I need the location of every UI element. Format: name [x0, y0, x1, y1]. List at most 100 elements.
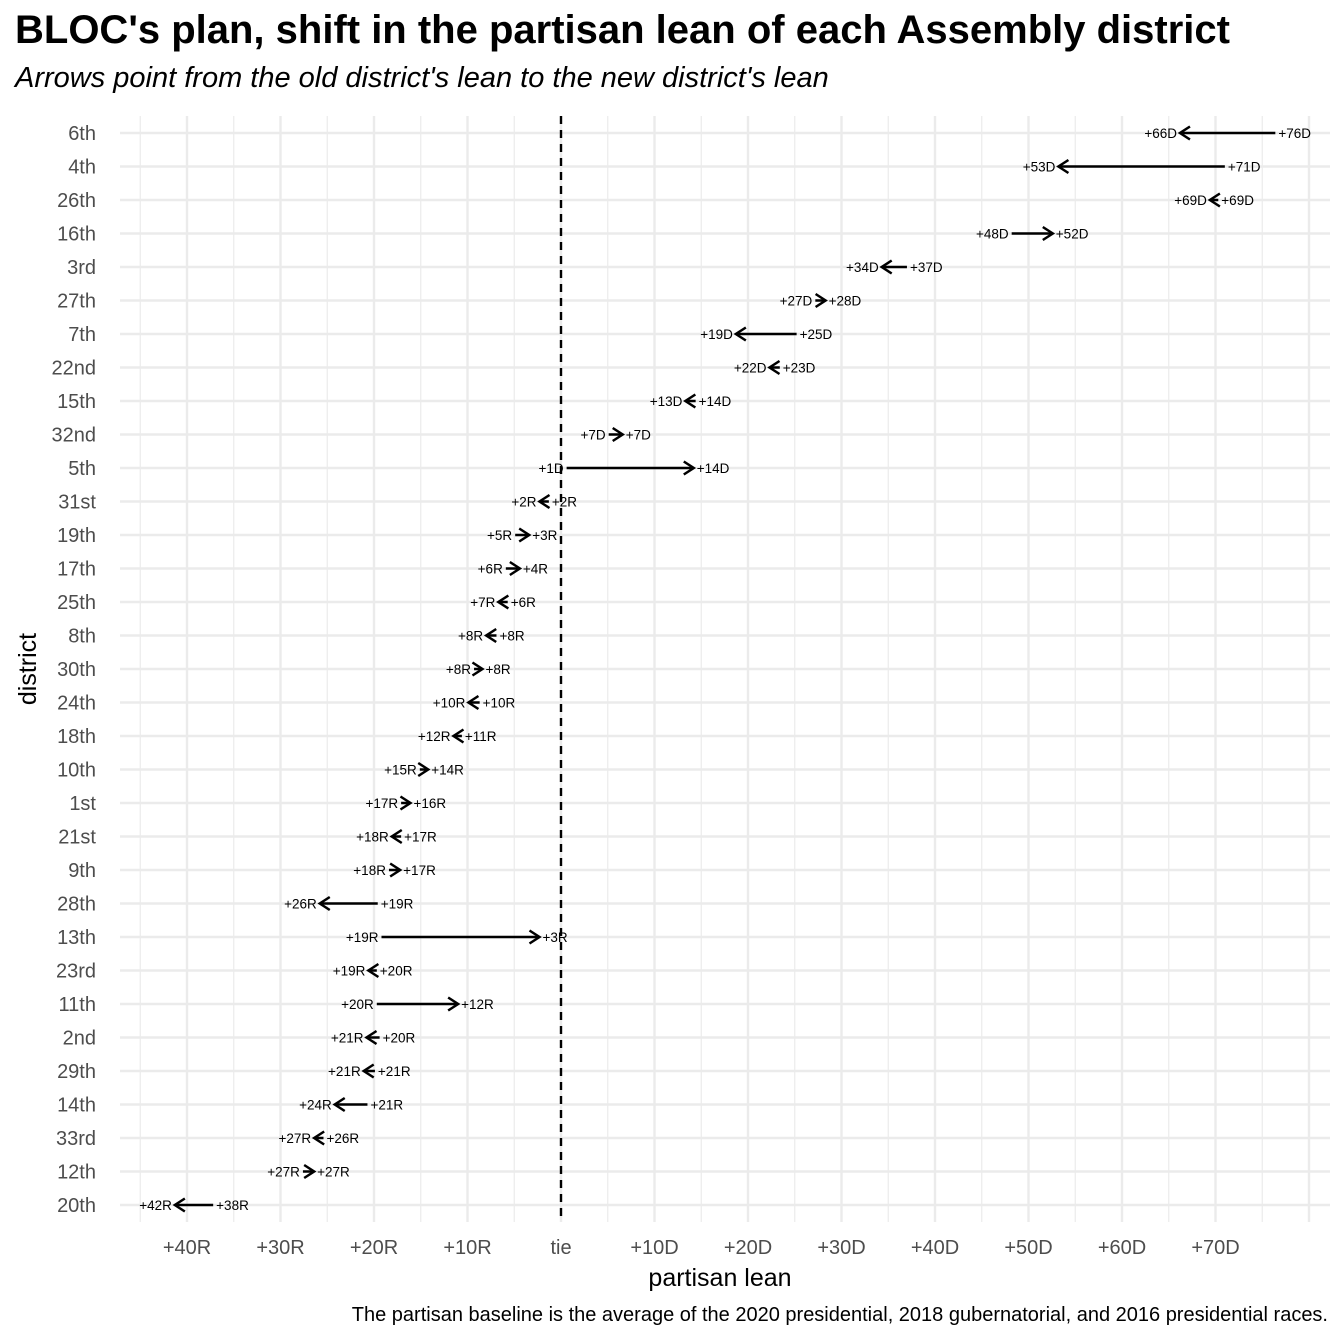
chart-title: BLOC's plan, shift in the partisan lean …: [15, 8, 1230, 52]
new-lean-label: +52D: [1056, 227, 1089, 242]
new-lean-label: +66D: [1144, 126, 1177, 141]
arrow-head: [466, 694, 480, 711]
old-lean-label: +23D: [783, 361, 816, 376]
y-tick-label: 32nd: [52, 425, 97, 447]
y-tick-label: 20th: [57, 1195, 96, 1217]
arrow-head: [528, 929, 542, 945]
old-lean-label: +38R: [216, 1198, 249, 1213]
new-lean-label: +13D: [650, 394, 683, 409]
new-lean-label: +21R: [331, 1031, 364, 1046]
x-tick-label: +60D: [1098, 1237, 1146, 1259]
x-tick-label: +70D: [1191, 1237, 1239, 1259]
new-lean-label: +14D: [697, 461, 730, 476]
chart-caption: The partisan baseline is the average of …: [351, 1304, 1328, 1326]
old-lean-label: +17R: [365, 796, 398, 811]
y-tick-label: 12th: [57, 1162, 96, 1184]
old-lean-label: +20R: [383, 1031, 416, 1046]
old-lean-label: +37D: [910, 260, 943, 275]
y-tick-label: 9th: [68, 860, 96, 882]
y-tick-label: 23rd: [56, 961, 96, 983]
y-tick-label: 24th: [57, 693, 96, 715]
new-lean-label: +19R: [333, 964, 366, 979]
y-tick-label: 10th: [57, 760, 96, 782]
old-lean-label: +26R: [327, 1131, 360, 1146]
new-lean-label: +3R: [542, 930, 567, 945]
y-tick-label: 27th: [57, 291, 96, 313]
old-lean-label: +2R: [552, 495, 577, 510]
arrow-head: [683, 393, 697, 409]
x-tick-label: tie: [550, 1237, 571, 1259]
old-lean-label: +8R: [499, 629, 524, 644]
old-lean-label: +21R: [378, 1064, 411, 1079]
y-tick-label: 7th: [68, 324, 96, 346]
arrow-head: [332, 1096, 346, 1113]
arrow-head: [399, 795, 413, 811]
old-lean-label: +27R: [267, 1165, 300, 1180]
arrow-head: [683, 460, 697, 476]
arrow-head: [509, 560, 523, 577]
new-lean-label: +4R: [523, 562, 548, 577]
arrow-head: [1177, 125, 1191, 141]
arrow-head: [389, 828, 403, 845]
arrow-head: [1056, 158, 1070, 175]
new-lean-label: +34D: [846, 260, 879, 275]
old-lean-label: +27D: [780, 294, 813, 309]
old-lean-label: +6R: [478, 562, 503, 577]
old-lean-label: +14D: [699, 394, 732, 409]
arrow-head: [317, 895, 331, 912]
y-tick-label: 21st: [58, 827, 96, 849]
new-lean-label: +27R: [279, 1131, 312, 1146]
y-tick-label: 14th: [57, 1095, 96, 1117]
new-lean-label: +12R: [418, 729, 451, 744]
arrow-head: [537, 493, 551, 510]
old-lean-label: +20R: [380, 964, 413, 979]
y-tick-label: 1st: [69, 793, 96, 815]
y-tick-label: 4th: [68, 157, 96, 179]
new-lean-label: +8R: [458, 629, 483, 644]
new-lean-label: +69D: [1174, 193, 1207, 208]
arrow-head: [361, 1063, 375, 1079]
arrow-head: [733, 326, 747, 342]
y-tick-label: 30th: [57, 659, 96, 681]
new-lean-label: +16R: [413, 796, 446, 811]
y-tick-label: 16th: [57, 224, 96, 246]
old-lean-label: +6R: [511, 595, 536, 610]
y-tick-label: 18th: [57, 726, 96, 748]
y-tick-label: 8th: [68, 626, 96, 648]
chart-subtitle: Arrows point from the old district's lea…: [15, 62, 829, 94]
x-tick-label: +40D: [911, 1237, 959, 1259]
old-lean-label: +76D: [1278, 126, 1311, 141]
arrow-head: [471, 661, 485, 677]
new-lean-label: +10R: [433, 696, 466, 711]
old-lean-label: +19R: [346, 930, 379, 945]
old-lean-label: +48D: [976, 227, 1009, 242]
new-lean-label: +17R: [403, 863, 436, 878]
old-lean-label: +5R: [487, 528, 512, 543]
new-lean-label: +14R: [431, 763, 464, 778]
arrow-head: [496, 594, 510, 610]
old-lean-label: +17R: [404, 830, 437, 845]
old-lean-label: +21R: [370, 1098, 403, 1113]
new-lean-label: +27R: [317, 1165, 350, 1180]
y-tick-label: 26th: [57, 190, 96, 212]
old-lean-label: +71D: [1228, 160, 1261, 175]
x-tick-label: +10R: [443, 1237, 491, 1259]
new-lean-label: +22D: [734, 361, 767, 376]
arrow-head: [814, 292, 828, 309]
x-tick-label: +40R: [163, 1237, 211, 1259]
y-tick-label: 31st: [58, 492, 96, 514]
arrow-head: [364, 1029, 378, 1046]
old-lean-label: +11R: [465, 729, 497, 744]
y-tick-label: 33rd: [56, 1128, 96, 1150]
new-lean-label: +24R: [299, 1098, 332, 1113]
x-tick-label: +10D: [630, 1237, 678, 1259]
y-tick-label: 6th: [68, 123, 96, 145]
new-lean-label: +28D: [829, 294, 862, 309]
arrow-head: [483, 627, 497, 644]
arrow-head: [879, 259, 893, 275]
x-axis-title: partisan lean: [648, 1264, 791, 1292]
arrow-head: [767, 359, 781, 376]
x-tick-label: +20R: [350, 1237, 398, 1259]
arrow-head: [451, 728, 465, 744]
new-lean-label: +8R: [485, 662, 510, 677]
